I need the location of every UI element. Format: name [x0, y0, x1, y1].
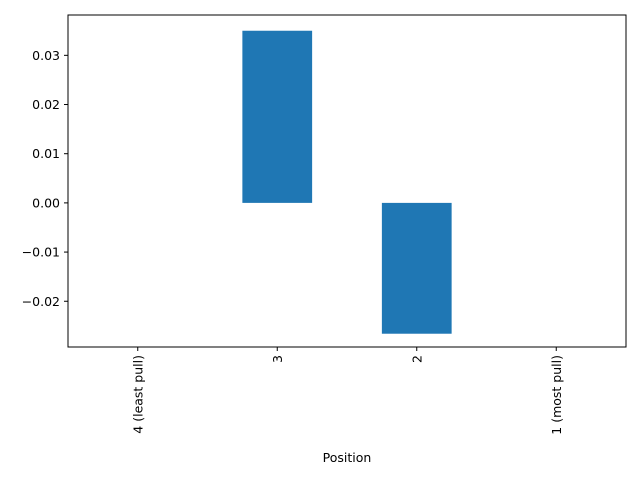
y-tick-label: 0.02 — [32, 97, 60, 112]
x-tick-label: 2 — [409, 355, 424, 363]
y-tick-label: 0.03 — [32, 48, 60, 63]
y-tick-label: −0.02 — [22, 294, 60, 309]
y-tick-label: −0.01 — [22, 245, 60, 260]
plot-frame — [67, 14, 627, 348]
x-tick-label: 3 — [270, 355, 285, 363]
bar-2 — [381, 202, 452, 334]
bar-1 — [242, 30, 313, 203]
y-tick-label: 0.00 — [32, 195, 60, 210]
bars-group — [242, 30, 452, 334]
x-tick-label: 1 (most pull) — [549, 355, 564, 435]
y-tick-label: 0.01 — [32, 146, 60, 161]
x-tick-label: 4 (least pull) — [130, 355, 145, 434]
x-axis: 4 (least pull) 3 2 1 (most pull) — [130, 347, 564, 435]
y-axis: −0.02 −0.01 0.00 0.01 0.02 0.03 — [22, 48, 68, 309]
x-axis-label: Position — [323, 450, 372, 465]
